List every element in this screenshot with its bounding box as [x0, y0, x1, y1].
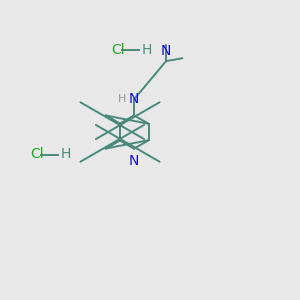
Text: N: N: [129, 92, 140, 106]
Text: N: N: [161, 44, 171, 58]
Text: H: H: [61, 148, 71, 161]
Text: H: H: [118, 94, 126, 104]
Text: Cl: Cl: [111, 43, 124, 56]
Text: H: H: [142, 43, 152, 56]
Text: N: N: [129, 154, 140, 168]
Text: Cl: Cl: [30, 148, 43, 161]
